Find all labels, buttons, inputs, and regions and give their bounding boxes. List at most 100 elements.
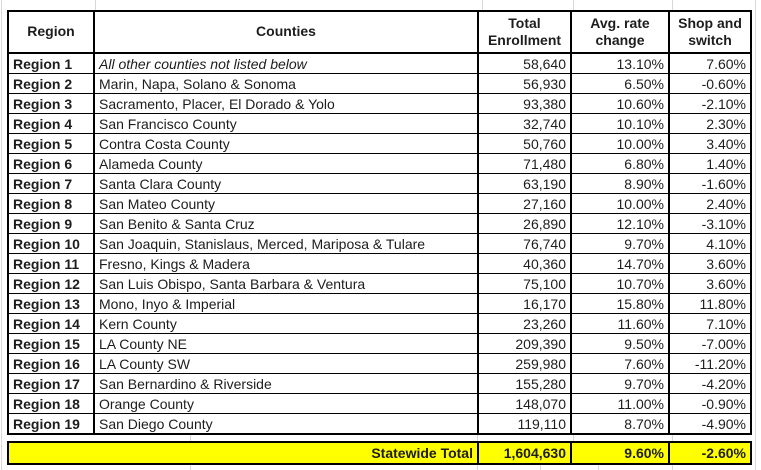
sheet-gridline <box>477 465 478 470</box>
cell-region: Region 15 <box>8 333 94 354</box>
cell-enrollment: 93,380 <box>477 93 571 114</box>
cell-region: Region 10 <box>8 233 94 254</box>
cell-region: Region 5 <box>8 133 94 154</box>
cell-region: Region 4 <box>8 113 94 134</box>
cell-shop: 3.40% <box>668 133 751 154</box>
cell-rate: 10.00% <box>570 193 669 214</box>
cell-rate: 9.50% <box>570 333 669 354</box>
table-row: Region 13 Mono, Inyo & Imperial 16,170 15.8… <box>8 293 751 314</box>
table-row: Region 17 San Bernardino & Riverside 155,2… <box>8 373 751 394</box>
cell-region: Region 8 <box>8 193 94 214</box>
cell-counties: Contra Costa County <box>93 133 478 154</box>
cell-enrollment: 58,640 <box>477 52 571 74</box>
cell-counties: Santa Clara County <box>93 173 478 194</box>
cell-enrollment: 148,070 <box>477 393 571 414</box>
cell-counties: Fresno, Kings & Madera <box>93 253 478 274</box>
sheet-gridline <box>477 433 478 441</box>
cell-region: Region 6 <box>8 153 94 174</box>
cell-rate: 6.50% <box>570 73 669 94</box>
cell-counties: San Diego County <box>93 413 478 434</box>
cell-rate: 6.80% <box>570 153 669 174</box>
cell-rate: 9.70% <box>570 373 669 394</box>
cell-shop: 4.10% <box>668 233 751 254</box>
cell-rate: 7.60% <box>570 353 669 374</box>
table-row: Region 11 Fresno, Kings & Madera 40,360 14.… <box>8 253 751 274</box>
sheet-gridline <box>95 0 96 10</box>
cell-region: Region 13 <box>8 293 94 314</box>
cell-region: Region 14 <box>8 313 94 334</box>
cell-counties: Alameda County <box>93 153 478 174</box>
cell-rate: 9.70% <box>570 233 669 254</box>
sheet-gridline <box>540 465 541 470</box>
sheet-gridline <box>190 433 191 441</box>
cell-counties: San Benito & Santa Cruz <box>93 213 478 234</box>
col-header-enrollment: Total Enrollment <box>477 11 571 54</box>
cell-enrollment: 27,160 <box>477 193 571 214</box>
table-row: Region 6 Alameda County 71,480 6.80% 1.40% <box>8 153 751 174</box>
total-row: Statewide Total 1,604,630 9.60% -2.60% <box>7 441 752 465</box>
sheet-gridline <box>755 0 756 470</box>
statewide-total-label: Statewide Total <box>7 441 479 465</box>
cell-enrollment: 26,890 <box>477 213 571 234</box>
cell-counties: San Joaquin, Stanislaus, Merced, Maripos… <box>93 233 478 254</box>
table-row: Region 5 Contra Costa County 50,760 10.00% 3… <box>8 133 751 154</box>
col-header-counties: Counties <box>93 11 478 54</box>
cell-enrollment: 71,480 <box>477 153 571 174</box>
cell-region: Region 1 <box>8 52 94 74</box>
sheet-gridline <box>190 465 191 470</box>
sheet-gridline <box>672 465 673 470</box>
col-header-region: Region <box>8 11 94 54</box>
sheet-gridline <box>573 433 574 441</box>
sheet-gridline <box>672 0 673 10</box>
table-row: Region 18 Orange County 148,070 11.00% -0.90… <box>8 393 751 414</box>
cell-rate: 14.70% <box>570 253 669 274</box>
cell-shop: 2.30% <box>668 113 751 134</box>
sheet-gridline <box>672 433 673 441</box>
cell-rate: 8.90% <box>570 173 669 194</box>
cell-counties: San Luis Obispo, Santa Barbara & Ventura <box>93 273 478 294</box>
table-row: Region 9 San Benito & Santa Cruz 26,890 12.… <box>8 213 751 234</box>
cell-enrollment: 32,740 <box>477 113 571 134</box>
cell-enrollment: 63,190 <box>477 173 571 194</box>
cell-counties: Kern County <box>93 313 478 334</box>
cell-shop: -4.20% <box>668 373 751 394</box>
cell-rate: 12.10% <box>570 213 669 234</box>
table-row: Region 3 Sacramento, Placer, El Dorado & … <box>8 93 751 114</box>
cell-counties: All other counties not listed below <box>93 52 478 74</box>
cell-enrollment: 76,740 <box>477 233 571 254</box>
cell-enrollment: 40,360 <box>477 253 571 274</box>
table-row: Region 2 Marin, Napa, Solano & Sonoma 56,9… <box>8 73 751 94</box>
cell-shop: -11.20% <box>668 353 751 374</box>
total-enrollment-value: 1,604,630 <box>477 441 572 465</box>
cell-region: Region 12 <box>8 273 94 294</box>
regional-enrollment-table: Region Counties Total Enrollment Avg. ra… <box>7 10 752 435</box>
cell-shop: -4.90% <box>668 413 751 434</box>
cell-counties: San Mateo County <box>93 193 478 214</box>
col-header-rate: Avg. rate change <box>570 11 669 54</box>
sheet-gridline <box>573 0 574 10</box>
table-row: Region 8 San Mateo County 27,160 10.00% 2.40… <box>8 193 751 214</box>
cell-region: Region 2 <box>8 73 94 94</box>
table-row: Region 15 LA County NE 209,390 9.50% -7.00% <box>8 333 751 354</box>
cell-counties: Mono, Inyo & Imperial <box>93 293 478 314</box>
cell-shop: -0.90% <box>668 393 751 414</box>
cell-enrollment: 16,170 <box>477 293 571 314</box>
table-row: Region 4 San Francisco County 32,740 10.10%… <box>8 113 751 134</box>
sheet-gridline <box>1 0 2 470</box>
cell-rate: 11.00% <box>570 393 669 414</box>
cell-enrollment: 23,260 <box>477 313 571 334</box>
cell-enrollment: 50,760 <box>477 133 571 154</box>
cell-region: Region 11 <box>8 253 94 274</box>
cell-region: Region 17 <box>8 373 94 394</box>
table-row: Region 16 LA County SW 259,980 7.60% -11.20% <box>8 353 751 374</box>
cell-region: Region 19 <box>8 413 94 434</box>
cell-region: Region 3 <box>8 93 94 114</box>
cell-shop: 2.40% <box>668 193 751 214</box>
cell-shop: 1.40% <box>668 153 751 174</box>
table-row: Region 7 Santa Clara County 63,190 8.90% -1.… <box>8 173 751 194</box>
cell-enrollment: 155,280 <box>477 373 571 394</box>
sheet-gridline <box>598 465 599 470</box>
cell-region: Region 16 <box>8 353 94 374</box>
total-shop-value: -2.60% <box>668 441 752 465</box>
